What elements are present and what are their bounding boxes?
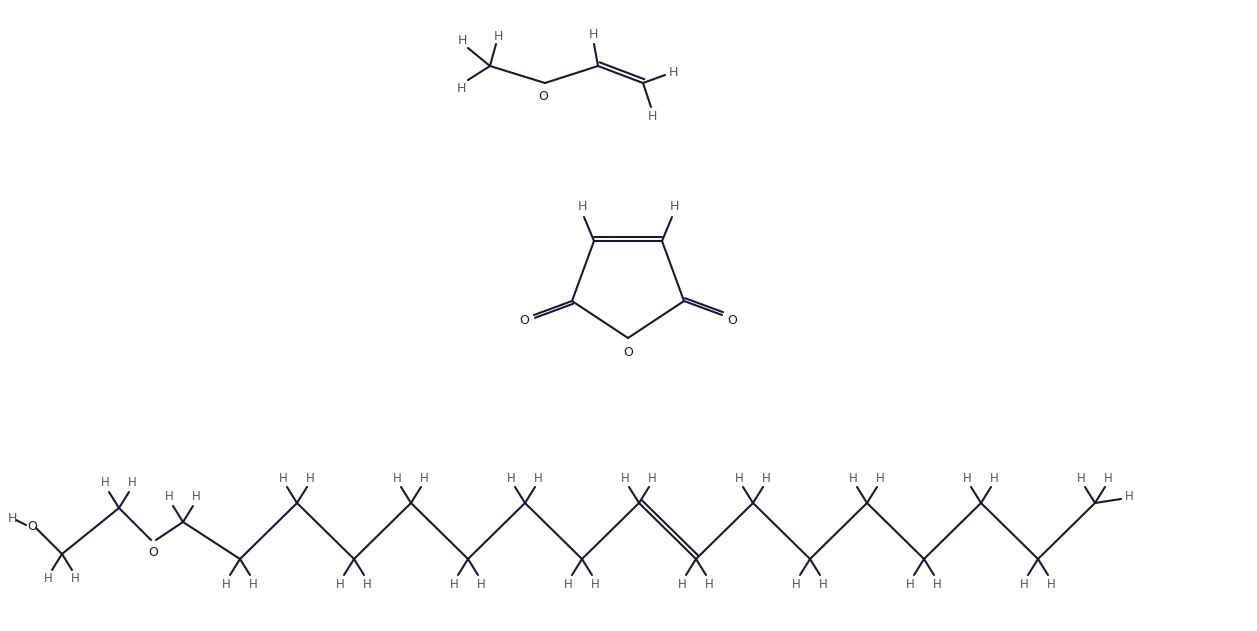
Text: H: H [705,577,714,591]
Text: O: O [538,90,548,103]
Text: H: H [577,201,587,213]
Text: H: H [493,30,503,42]
Text: H: H [818,577,827,591]
Text: H: H [476,577,485,591]
Text: H: H [734,471,743,485]
Text: H: H [1047,577,1056,591]
Text: H: H [591,577,600,591]
Text: H: H [456,81,465,95]
Text: H: H [221,577,230,591]
Text: H: H [647,471,656,485]
Text: H: H [450,577,459,591]
Text: H: H [507,471,515,485]
Text: H: H [678,577,686,591]
Text: H: H [8,512,16,524]
Text: O: O [519,314,529,327]
Text: H: H [336,577,344,591]
Text: H: H [647,110,656,122]
Text: H: H [876,471,885,485]
Text: H: H [70,572,79,586]
Text: O: O [727,314,737,327]
Text: H: H [305,471,314,485]
Text: H: H [1104,471,1112,485]
Text: H: H [669,66,678,80]
Text: H: H [128,476,136,490]
Text: H: H [563,577,572,591]
Text: H: H [621,471,630,485]
Text: H: H [420,471,429,485]
Text: O: O [148,546,158,558]
Text: H: H [101,476,109,490]
Text: H: H [1077,471,1085,485]
Text: H: H [392,471,401,485]
Text: O: O [623,346,634,358]
Text: H: H [963,471,972,485]
Text: H: H [989,471,998,485]
Text: H: H [279,471,288,485]
Text: H: H [933,577,941,591]
Text: H: H [905,577,914,591]
Text: H: H [458,33,466,47]
Text: H: H [588,28,597,40]
Text: H: H [848,471,857,485]
Text: H: H [191,490,200,504]
Text: H: H [44,572,53,586]
Text: H: H [534,471,542,485]
Text: H: H [792,577,801,591]
Text: H: H [669,201,679,213]
Text: H: H [762,471,771,485]
Text: H: H [165,490,173,504]
Text: H: H [1019,577,1028,591]
Text: O: O [28,519,36,533]
Text: H: H [362,577,371,591]
Text: H: H [249,577,258,591]
Text: H: H [1125,490,1134,504]
